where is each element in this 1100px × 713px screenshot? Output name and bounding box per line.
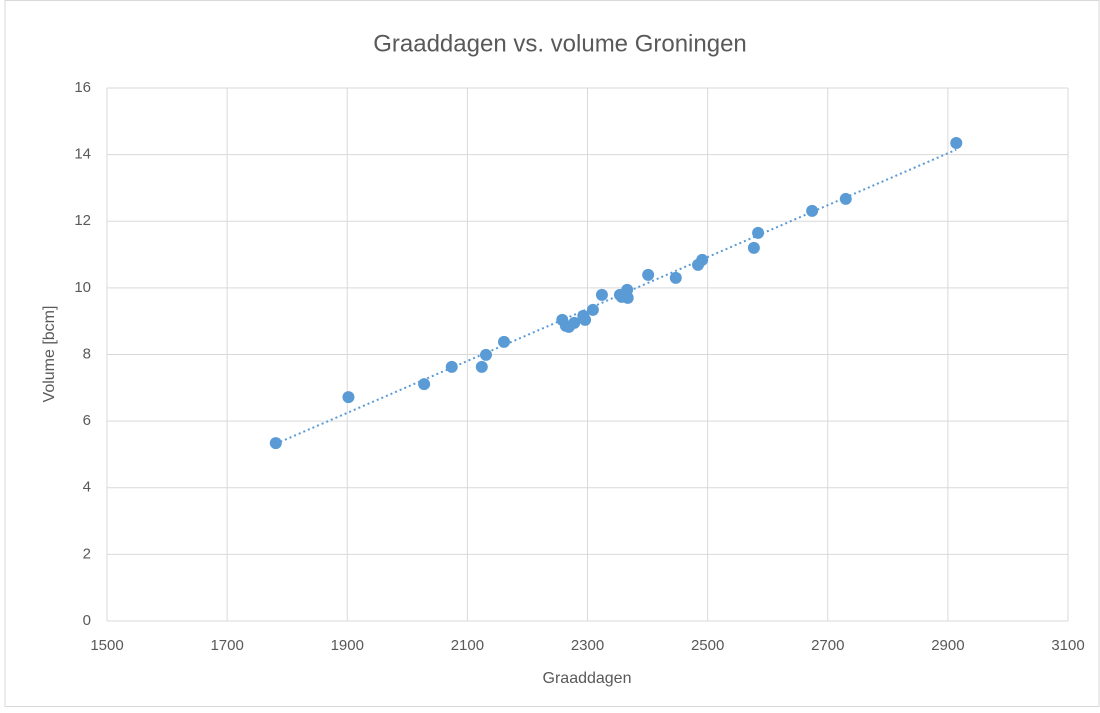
y-tick-label: 12 bbox=[74, 212, 91, 229]
y-tick-label: 6 bbox=[83, 412, 91, 429]
point bbox=[806, 204, 819, 217]
point bbox=[642, 268, 655, 281]
point bbox=[950, 136, 963, 149]
x-tick-label: 2300 bbox=[571, 637, 604, 654]
x-tick-label: 1900 bbox=[331, 637, 364, 654]
point bbox=[669, 271, 682, 284]
x-tick-label: 2100 bbox=[451, 637, 484, 654]
y-tick-label: 10 bbox=[74, 279, 91, 296]
point bbox=[445, 360, 458, 373]
point bbox=[479, 348, 492, 361]
x-axis-label: Graaddagen bbox=[543, 670, 632, 687]
y-axis-label: Volume [bcm] bbox=[41, 306, 58, 403]
point bbox=[418, 378, 431, 391]
point bbox=[579, 313, 592, 326]
x-tick-label: 1500 bbox=[90, 637, 123, 654]
point bbox=[696, 253, 709, 266]
chart-title: Graaddagen vs. volume Groningen bbox=[373, 30, 747, 57]
point bbox=[595, 288, 608, 301]
x-tick-label: 2700 bbox=[811, 637, 844, 654]
point bbox=[568, 316, 581, 329]
x-tick-label: 2500 bbox=[691, 637, 724, 654]
y-tick-label: 16 bbox=[74, 79, 91, 96]
point bbox=[269, 437, 282, 450]
y-tick-label: 14 bbox=[74, 146, 91, 163]
x-tick-label: 3100 bbox=[1051, 637, 1084, 654]
chart-border bbox=[4, 0, 1100, 707]
point bbox=[498, 335, 511, 348]
point bbox=[752, 226, 765, 239]
point bbox=[586, 303, 599, 316]
point bbox=[621, 291, 634, 304]
point bbox=[747, 241, 760, 254]
y-tick-label: 4 bbox=[83, 479, 91, 496]
point bbox=[839, 192, 852, 205]
x-tick-label: 1700 bbox=[210, 637, 243, 654]
y-tick-label: 8 bbox=[83, 345, 91, 362]
y-tick-label: 0 bbox=[83, 612, 91, 629]
y-tick-label: 2 bbox=[83, 545, 91, 562]
x-tick-label: 2900 bbox=[931, 637, 964, 654]
point bbox=[342, 391, 355, 404]
point bbox=[475, 360, 488, 373]
